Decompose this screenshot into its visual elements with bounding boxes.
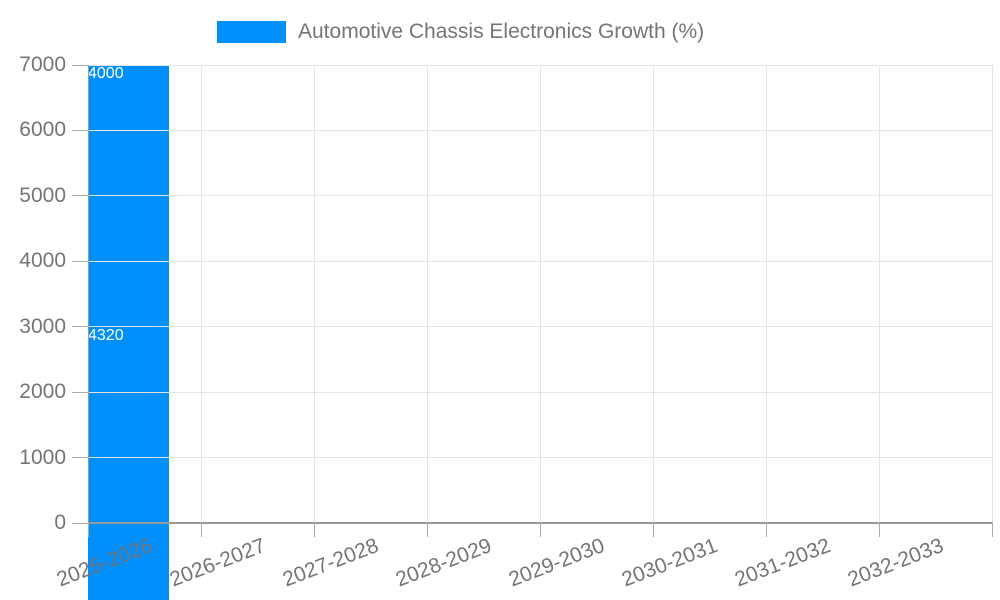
- x-axis-tick-label: 2026-2027: [166, 534, 269, 592]
- y-axis-tick: [72, 195, 88, 197]
- y-axis-tick-label: 3000: [19, 314, 66, 338]
- x-axis-tick-label: 2030-2031: [618, 534, 721, 592]
- bar-value-label: 4000: [88, 65, 124, 82]
- x-axis-tick: [652, 522, 654, 537]
- x-axis-line: [88, 522, 992, 524]
- y-axis-tick-label: 4000: [19, 249, 66, 273]
- y-axis-tick-label: 7000: [19, 53, 66, 76]
- x-axis-tick: [426, 522, 428, 537]
- y-axis-tick: [72, 522, 88, 524]
- y-axis-tick-label: 1000: [19, 445, 66, 469]
- v-gridline: [878, 65, 880, 523]
- x-axis-tick-label: 2031-2032: [731, 534, 834, 592]
- plot-area: 40004320466650355437587563476845: [87, 64, 993, 600]
- y-axis-tick: [72, 326, 88, 328]
- v-gridline: [652, 65, 654, 523]
- x-axis-tick-label: 2028-2029: [392, 534, 495, 592]
- v-gridline: [991, 65, 993, 523]
- v-gridline: [539, 65, 541, 523]
- x-axis-tick-label: 2027-2028: [279, 534, 382, 592]
- y-axis-tick: [72, 391, 88, 393]
- y-axis-line: [87, 65, 89, 523]
- x-axis-tick: [765, 522, 767, 537]
- v-gridline: [313, 65, 315, 523]
- x-axis-tick: [878, 522, 880, 537]
- bar: 4320: [88, 326, 169, 600]
- chart-legend: Automotive Chassis Electronics Growth (%…: [217, 20, 704, 44]
- x-axis-tick: [991, 522, 993, 537]
- x-axis-tick: [200, 522, 202, 537]
- legend-swatch: [217, 21, 286, 43]
- y-axis-tick: [72, 457, 88, 459]
- v-gridline: [426, 65, 428, 523]
- bar-value-label: 4320: [88, 326, 124, 344]
- v-gridline: [765, 65, 767, 523]
- y-axis-tick-label: 0: [54, 511, 66, 534]
- x-axis-tick: [539, 522, 541, 537]
- legend-label: Automotive Chassis Electronics Growth (%…: [298, 20, 705, 43]
- y-axis-tick: [72, 64, 88, 66]
- y-axis-tick: [72, 260, 88, 262]
- x-axis-tick-label: 2029-2030: [505, 534, 608, 592]
- x-axis-tick-label: 2032-2033: [844, 534, 947, 592]
- v-gridline: [200, 65, 202, 523]
- x-axis-tick: [313, 522, 315, 537]
- y-axis-tick-label: 6000: [19, 118, 66, 142]
- y-axis-tick-label: 5000: [19, 183, 66, 207]
- y-axis-tick: [72, 129, 88, 131]
- y-axis-tick-label: 2000: [19, 380, 66, 404]
